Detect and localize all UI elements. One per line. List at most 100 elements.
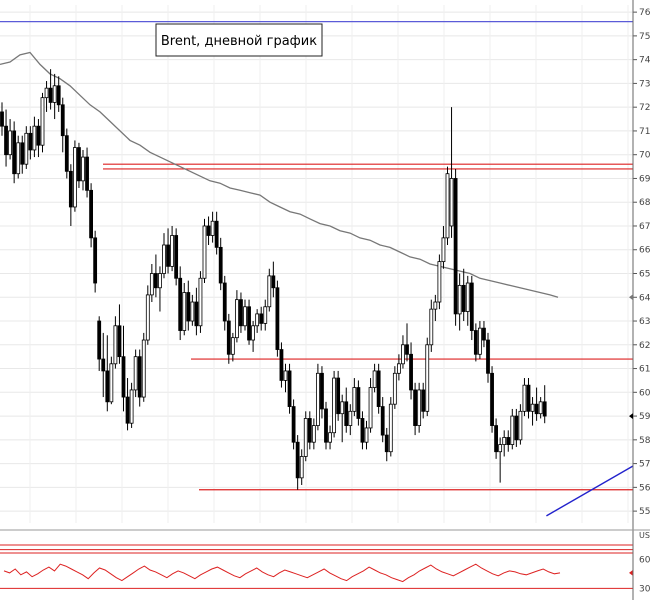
price-tick-label: 61 (639, 365, 650, 375)
candle-body (469, 282, 474, 331)
candle-body (441, 237, 446, 263)
candle-body (401, 344, 405, 365)
candle (340, 394, 345, 443)
oscillator-line (3, 563, 561, 583)
candle (469, 275, 474, 341)
candle (226, 313, 231, 364)
candle (445, 166, 450, 245)
candle-body (85, 156, 89, 191)
candle-body (0, 111, 4, 127)
candle (206, 216, 211, 245)
candle (178, 266, 183, 341)
candle-body (117, 325, 122, 358)
candle (271, 261, 276, 298)
candle (259, 306, 264, 331)
candle (85, 147, 89, 198)
price-tick-label: 76 (639, 8, 650, 18)
candle (413, 382, 418, 436)
candle-body (20, 142, 25, 165)
candle (182, 283, 187, 336)
candle-body (198, 277, 203, 327)
candle-body (16, 142, 21, 175)
candle-body (218, 246, 223, 284)
candle (101, 332, 106, 398)
candle (105, 335, 110, 412)
candle (255, 309, 260, 333)
candle-body (202, 225, 207, 279)
ma-layer (0, 51, 559, 298)
candle-body (210, 220, 215, 236)
oscillator-marker (629, 569, 633, 576)
candle-body (372, 370, 377, 388)
candle (97, 316, 102, 371)
candle (243, 299, 247, 331)
candle (166, 228, 170, 274)
candle (190, 294, 195, 326)
candle (158, 266, 162, 312)
candle (194, 287, 199, 336)
candle-body (24, 132, 29, 165)
candle-body (206, 225, 211, 236)
candle (263, 299, 268, 331)
candle-body (145, 294, 150, 341)
candle-body (409, 353, 413, 391)
candle-body (490, 372, 494, 426)
candle (542, 385, 547, 424)
candle-body (109, 363, 114, 403)
candle-body (287, 370, 292, 407)
candle-body (299, 456, 304, 479)
price-tick-label: 60 (639, 388, 650, 398)
candle (24, 126, 29, 169)
chart-title: Brent, дневной график (161, 34, 317, 49)
candle-body (255, 313, 260, 327)
candle (214, 211, 219, 255)
candle-body (510, 415, 515, 445)
candle-body (141, 339, 146, 398)
candle-body (538, 401, 543, 415)
candle (186, 280, 191, 331)
currency-label: USD (639, 531, 650, 540)
candle (526, 378, 531, 419)
candle-body (129, 389, 134, 424)
candle-body (121, 356, 126, 398)
candle-body (267, 275, 272, 308)
candle (109, 356, 114, 405)
price-tick-label: 74 (639, 56, 650, 66)
candle (392, 366, 397, 409)
candle (328, 425, 332, 450)
candle (153, 254, 158, 298)
candle-body (445, 173, 450, 239)
candle (299, 449, 304, 485)
candle (145, 285, 150, 345)
candle-body (498, 444, 503, 453)
candle (534, 387, 539, 421)
candle-body (52, 85, 57, 103)
candle (486, 332, 490, 383)
candle-body (190, 301, 195, 322)
candle (372, 363, 377, 393)
candle (44, 81, 49, 112)
candle-body (502, 437, 507, 445)
candle-body (239, 299, 243, 327)
candle-body (28, 132, 33, 151)
candle-body (101, 358, 106, 372)
candle (324, 401, 328, 450)
candle (315, 363, 320, 431)
candle-body (425, 344, 430, 412)
oscillator-tick-label: 30 (639, 584, 650, 594)
candle (64, 128, 69, 179)
candle (356, 380, 361, 426)
price-tick-label: 59 (639, 412, 650, 422)
candle-body (449, 178, 454, 227)
candle-body (457, 284, 462, 315)
candle-body (522, 384, 527, 412)
title-box: Brent, дневной график (155, 23, 323, 57)
candle (4, 109, 8, 167)
candle-body (307, 418, 312, 443)
candle (453, 168, 458, 326)
candle-body (97, 320, 102, 360)
candle-body (295, 441, 300, 479)
candle (332, 370, 337, 438)
candle-body (388, 403, 393, 453)
